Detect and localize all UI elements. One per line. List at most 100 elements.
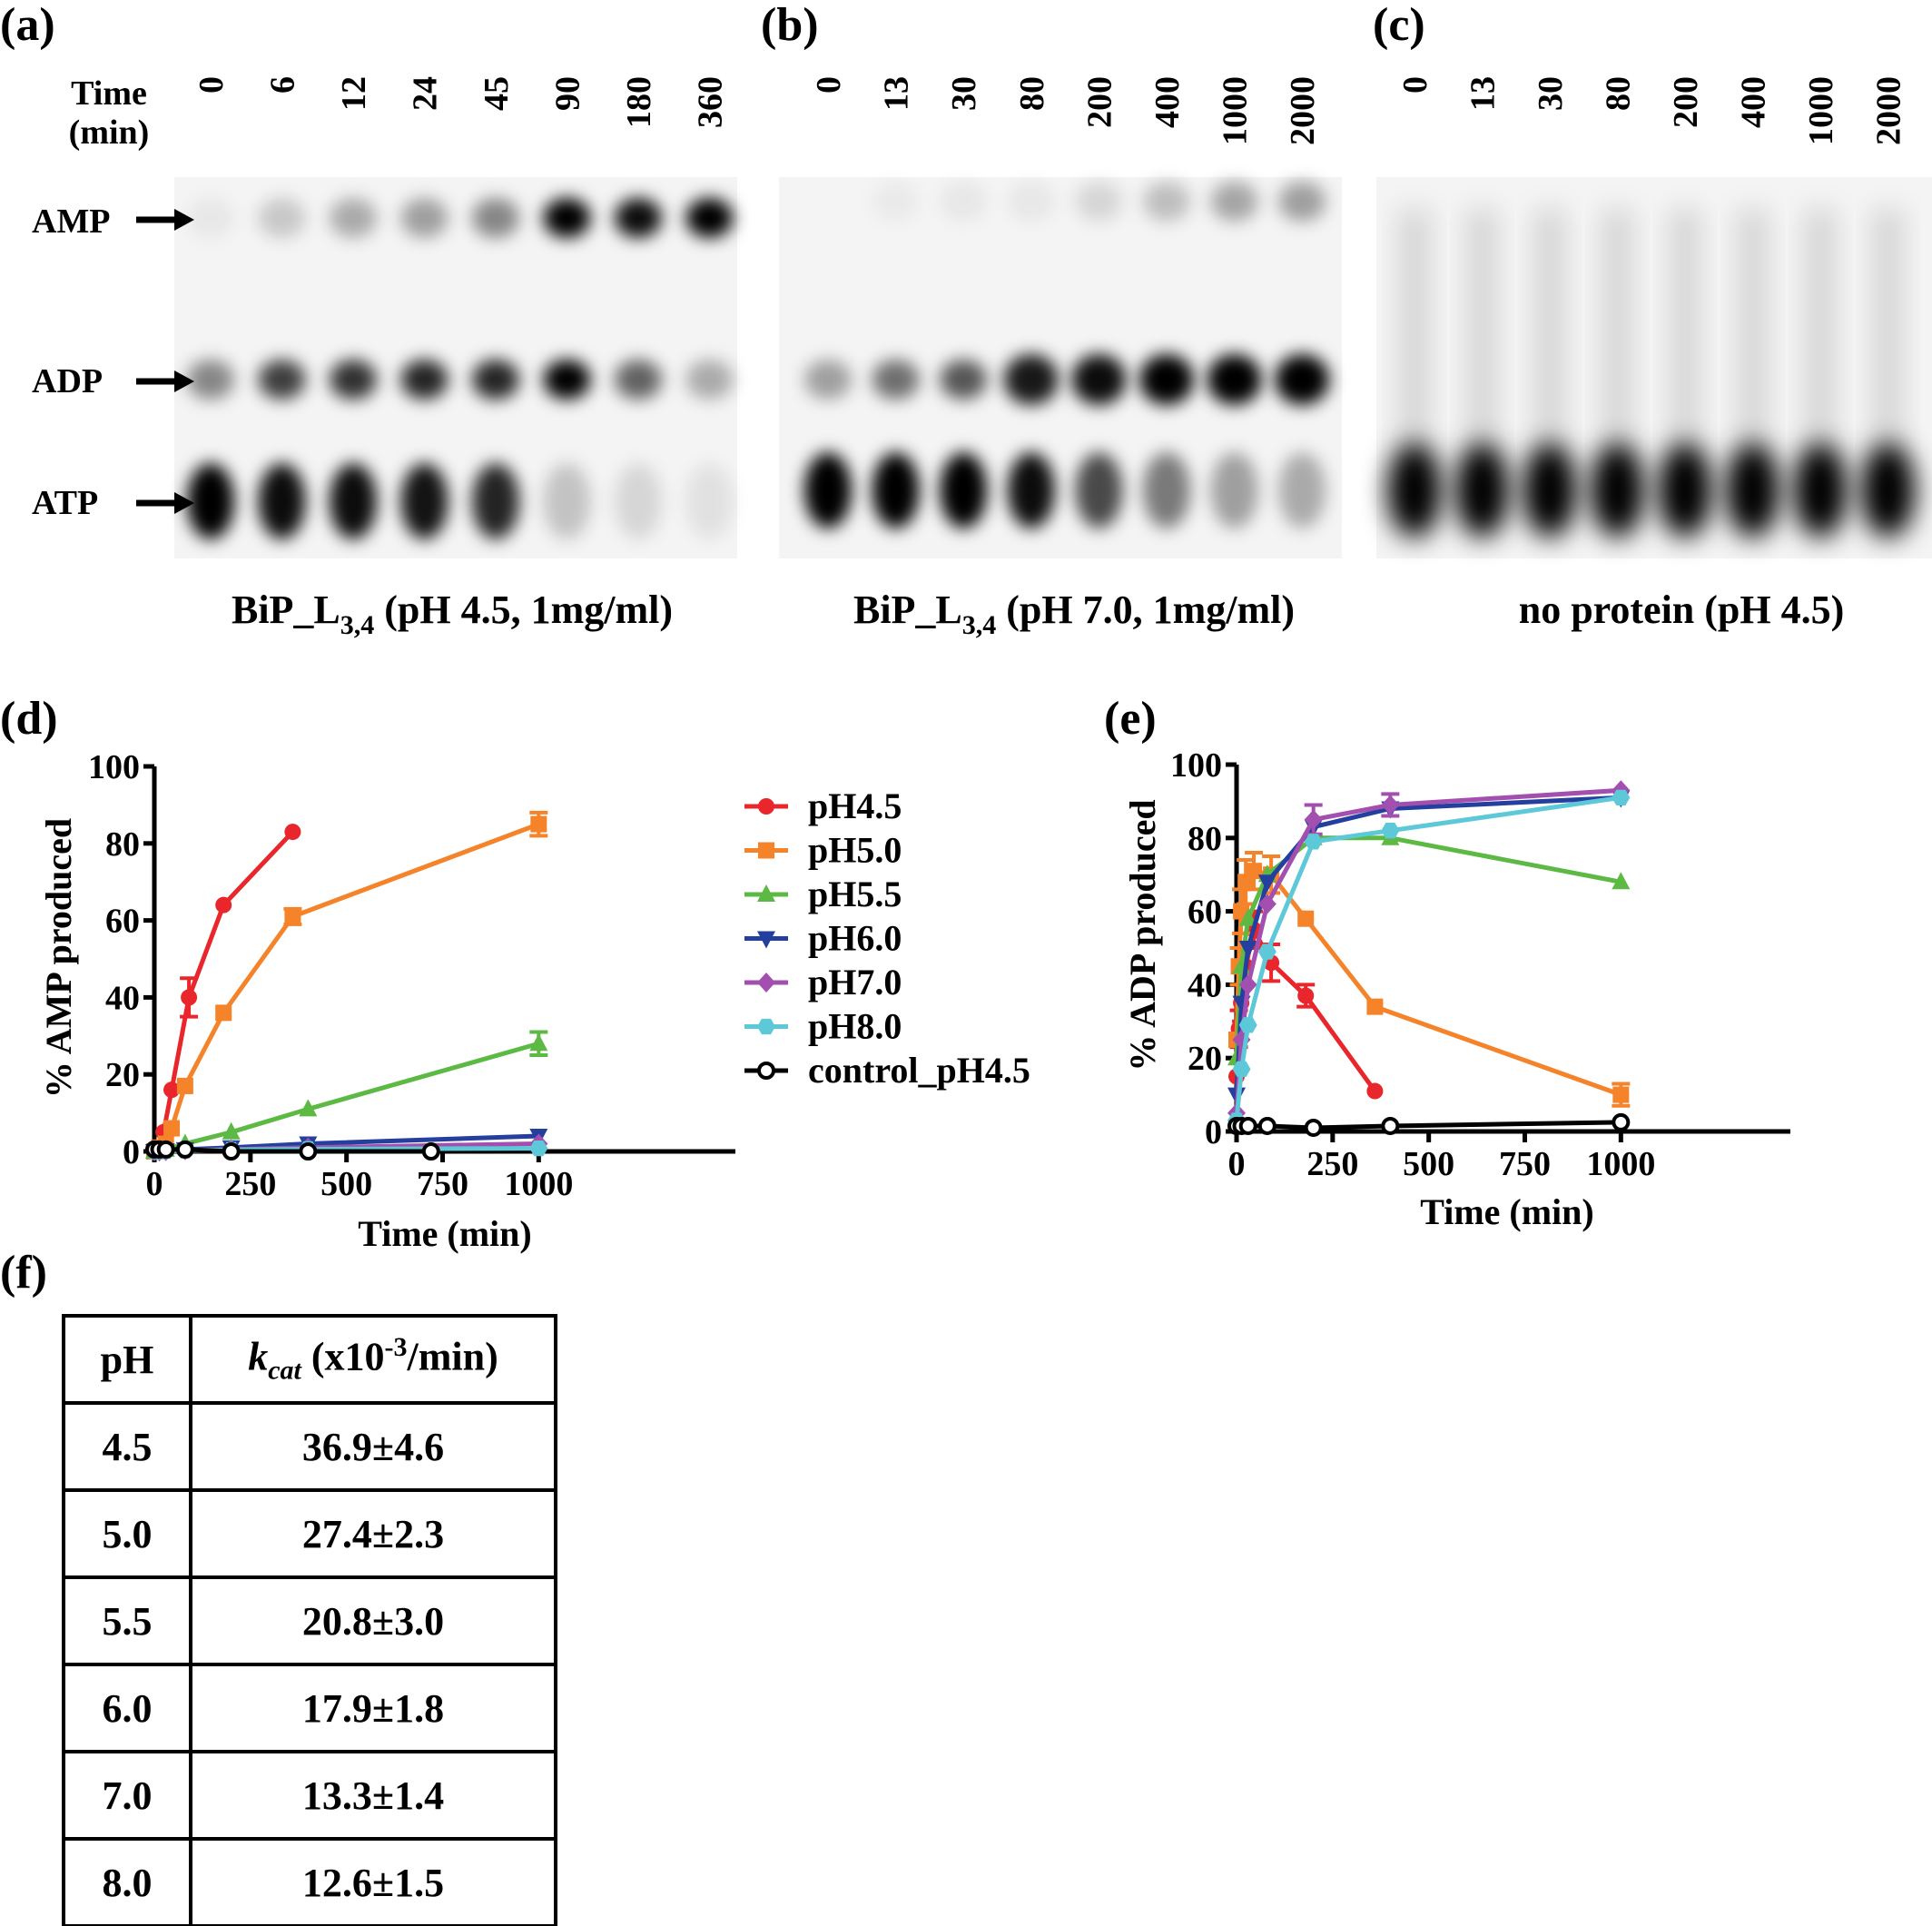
gel-band-adp [330,360,377,400]
caption-a: BiP_L3,4 (pH 4.5, 1mg/ml) [232,588,673,640]
data-point [284,908,301,925]
gel-band-adp [472,360,519,400]
data-point [1257,894,1276,914]
time-label-line2: (min) [69,114,150,152]
data-point [156,1140,175,1159]
gel-band-adp [258,360,306,400]
legend-marker [757,1018,775,1035]
gel-band-adp [1071,354,1127,405]
lane-label: 24 [407,76,445,111]
data-point [1297,987,1315,1004]
data-point [299,1099,318,1117]
legend-label: control_pH4.5 [808,1050,1030,1091]
data-point [176,1077,193,1094]
gel-band-adp [543,360,591,400]
data-point [1304,1118,1323,1137]
gel-band-amp [1143,182,1190,222]
gel-band-adp [1139,354,1194,405]
table-row: 7.0 13.3±1.4 [62,1750,557,1841]
data-point [1304,834,1323,850]
gel-band-amp [330,198,377,238]
y-tick-label: 100 [1170,746,1222,785]
data-point [1257,943,1276,960]
lane-label: 200 [1667,76,1705,128]
gel-band-adp [400,360,448,400]
gel-band-atp [400,463,448,539]
data-point [1612,789,1631,806]
x-tick-label: 750 [1499,1145,1551,1183]
lane-label: 1000 [1802,76,1840,145]
table-row: 4.5 36.9±4.6 [62,1401,557,1492]
data-point [299,1142,318,1161]
y-axis-label-d: % AMP produced [38,818,79,1098]
series-control_pH4.5 [145,1140,440,1161]
gel-band-amp [940,182,988,222]
series-pH6.0 [1227,790,1631,1105]
gel-band-amp [685,198,734,238]
gel-band-adp [187,360,234,400]
data-point [284,824,301,841]
x-tick-label: 1000 [504,1165,573,1203]
gel-band-atp [1075,452,1123,528]
table-cell-kcat: 17.9±1.8 [189,1663,557,1753]
gel-band-adp [872,360,920,400]
lane-label: 400 [1148,76,1187,128]
data-point [1381,1116,1400,1135]
table-cell-kcat: 12.6±1.5 [189,1837,557,1926]
x-tick-label: 250 [224,1165,276,1203]
gel-band-adp [615,360,662,400]
table-row: 6.0 17.9±1.8 [62,1663,557,1753]
legend-item: pH4.5 [744,785,902,826]
data-point [1297,910,1315,927]
data-point [1612,872,1631,890]
y-tick-label: 0 [123,1133,140,1171]
gel-band-atp [1454,443,1510,538]
lane-label: 1000 [1217,76,1255,145]
gel-band-atp [685,463,734,539]
caption-c: no protein (pH 4.5) [1519,588,1845,632]
legend-item: pH5.0 [744,830,902,871]
x-tick-label: 0 [146,1165,163,1203]
lane-label: 80 [1600,76,1638,111]
data-point [1381,795,1400,815]
legend-marker [757,1062,775,1080]
table-row: 5.0 27.4±2.3 [62,1488,557,1579]
gel-smear [1601,209,1634,463]
data-point [222,1142,241,1161]
gel-smear [1398,209,1431,463]
legend-item: pH7.0 [744,962,902,1003]
y-tick-label: 80 [105,825,140,864]
series-line [1234,787,1622,1113]
lane-label: 12 [335,76,373,111]
legend-item: pH6.0 [744,918,902,959]
legend-marker [757,973,775,993]
table-row: 8.0 12.6±1.5 [62,1837,557,1926]
gel-band-amp [187,198,234,238]
x-axis-label-d: Time (min) [358,1213,531,1254]
series-pH5.0 [1228,850,1631,1108]
y-tick-label: 20 [1188,1040,1222,1078]
data-point [1304,809,1323,830]
lane-label: 13 [878,76,916,111]
table-row: 5.5 20.8±3.0 [62,1575,557,1666]
legend-marker [757,884,775,902]
lane-labels-a: 0 6 12 24 45 90 180 360 [192,76,730,128]
gel-smear [1736,209,1769,463]
data-point [1366,1082,1384,1100]
data-point [163,1082,181,1099]
gel-band-amp [615,198,662,238]
band-label-amp: AMP [32,202,111,241]
panel-label-e: (e) [1104,693,1157,745]
gel-band-atp [1387,443,1442,538]
series-pH5.0 [146,810,548,1160]
y-tick-label: 40 [105,979,140,1017]
lane-label: 0 [1396,76,1434,94]
header-ph: pH [62,1314,192,1405]
table-cell-ph: 4.5 [62,1401,192,1492]
gel-band-atp [804,452,852,528]
table-cell-kcat: 13.3±1.4 [189,1750,557,1841]
gel-smear [1533,209,1566,463]
series-line [153,830,295,1153]
